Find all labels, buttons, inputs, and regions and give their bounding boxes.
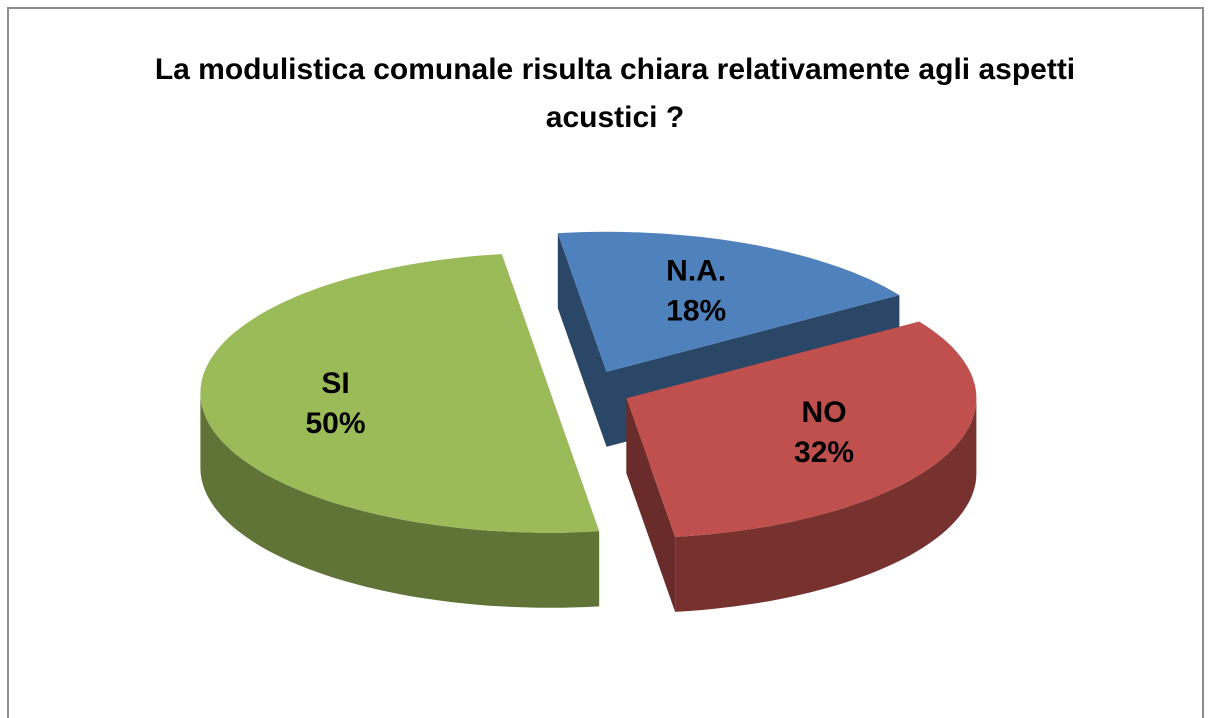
slice-value-label: 32% (794, 436, 854, 469)
pie-slice (626, 321, 977, 537)
slice-side (557, 233, 607, 447)
slice-wall (200, 392, 600, 608)
slice-category-label: N.A. (666, 255, 726, 288)
chart-border (7, 7, 1204, 718)
slice-side (626, 398, 676, 612)
slice-category-label: SI (321, 367, 349, 400)
pie-slice (200, 254, 600, 533)
slice-value-label: 50% (305, 407, 365, 440)
slice-category-label: NO (802, 396, 847, 429)
chart-title: La modulistica comunale risulta chiara r… (154, 53, 1076, 134)
pie-slice (557, 231, 900, 372)
slice-value-label: 18% (666, 295, 726, 328)
slice-wall (675, 398, 977, 612)
